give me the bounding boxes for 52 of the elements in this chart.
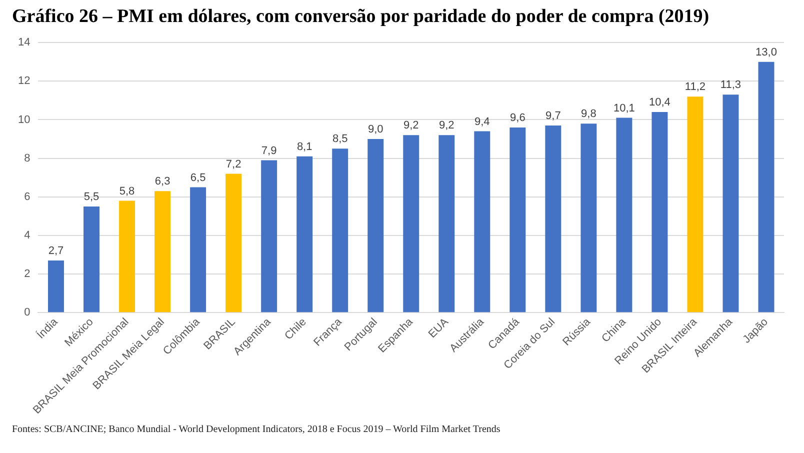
data-label: 9,6 <box>510 112 526 124</box>
data-label: 13,0 <box>756 46 777 58</box>
bar <box>580 124 597 312</box>
chart-title: Gráfico 26 – PMI em dólares, com conversão por paridade do poder de compra (2019) <box>12 6 710 28</box>
y-tick-label: 0 <box>24 306 30 319</box>
bar <box>510 127 526 312</box>
bar <box>403 135 420 312</box>
bar <box>332 148 348 312</box>
data-label: 9,7 <box>546 110 561 122</box>
data-label: 9,4 <box>474 116 490 128</box>
bar <box>261 160 278 312</box>
bar <box>296 156 313 312</box>
data-label: 6,3 <box>154 176 170 188</box>
data-label: 7,2 <box>226 158 242 170</box>
bar <box>474 131 490 312</box>
bar <box>758 62 774 312</box>
data-label: 9,8 <box>581 108 596 120</box>
data-label: 11,3 <box>720 79 742 92</box>
data-label: 9,0 <box>368 124 384 136</box>
y-tick-label: 8 <box>24 152 30 164</box>
y-tick-label: 2 <box>24 268 30 280</box>
bar <box>84 206 100 312</box>
bar <box>48 260 64 312</box>
y-tick-label: 12 <box>18 75 30 88</box>
data-label: 11,2 <box>684 81 706 94</box>
data-label: 10,4 <box>648 96 670 109</box>
bar <box>190 187 206 312</box>
data-label: 8,5 <box>332 133 348 146</box>
data-label: 5,5 <box>84 191 100 204</box>
text: Fontes: SCB/ANCINE; Banco Mundial - World Development Indicators, 2018 e Focus 2019 – World Film Market Trends <box>12 424 502 435</box>
y-tick-label: 10 <box>18 114 30 126</box>
y-tick-label: 4 <box>24 229 30 242</box>
data-label: 9,2 <box>438 120 454 132</box>
y-tick-label: 6 <box>24 190 30 203</box>
data-label: 10,1 <box>613 102 635 114</box>
data-label: 5,8 <box>119 185 135 198</box>
y-tick-label: 14 <box>18 36 30 49</box>
bar <box>722 94 739 312</box>
bar <box>652 112 668 312</box>
bar <box>438 135 455 312</box>
data-label: 9,2 <box>403 120 419 132</box>
data-label: 8,1 <box>296 140 312 153</box>
bar <box>368 139 384 312</box>
data-label: 2,7 <box>48 245 64 258</box>
bar <box>616 118 632 312</box>
bar <box>545 126 562 312</box>
bar <box>154 191 171 312</box>
bar <box>119 200 136 312</box>
bar <box>226 174 242 312</box>
bar <box>687 96 704 312</box>
data-label: 7,9 <box>261 144 277 157</box>
data-label: 6,5 <box>190 172 206 184</box>
